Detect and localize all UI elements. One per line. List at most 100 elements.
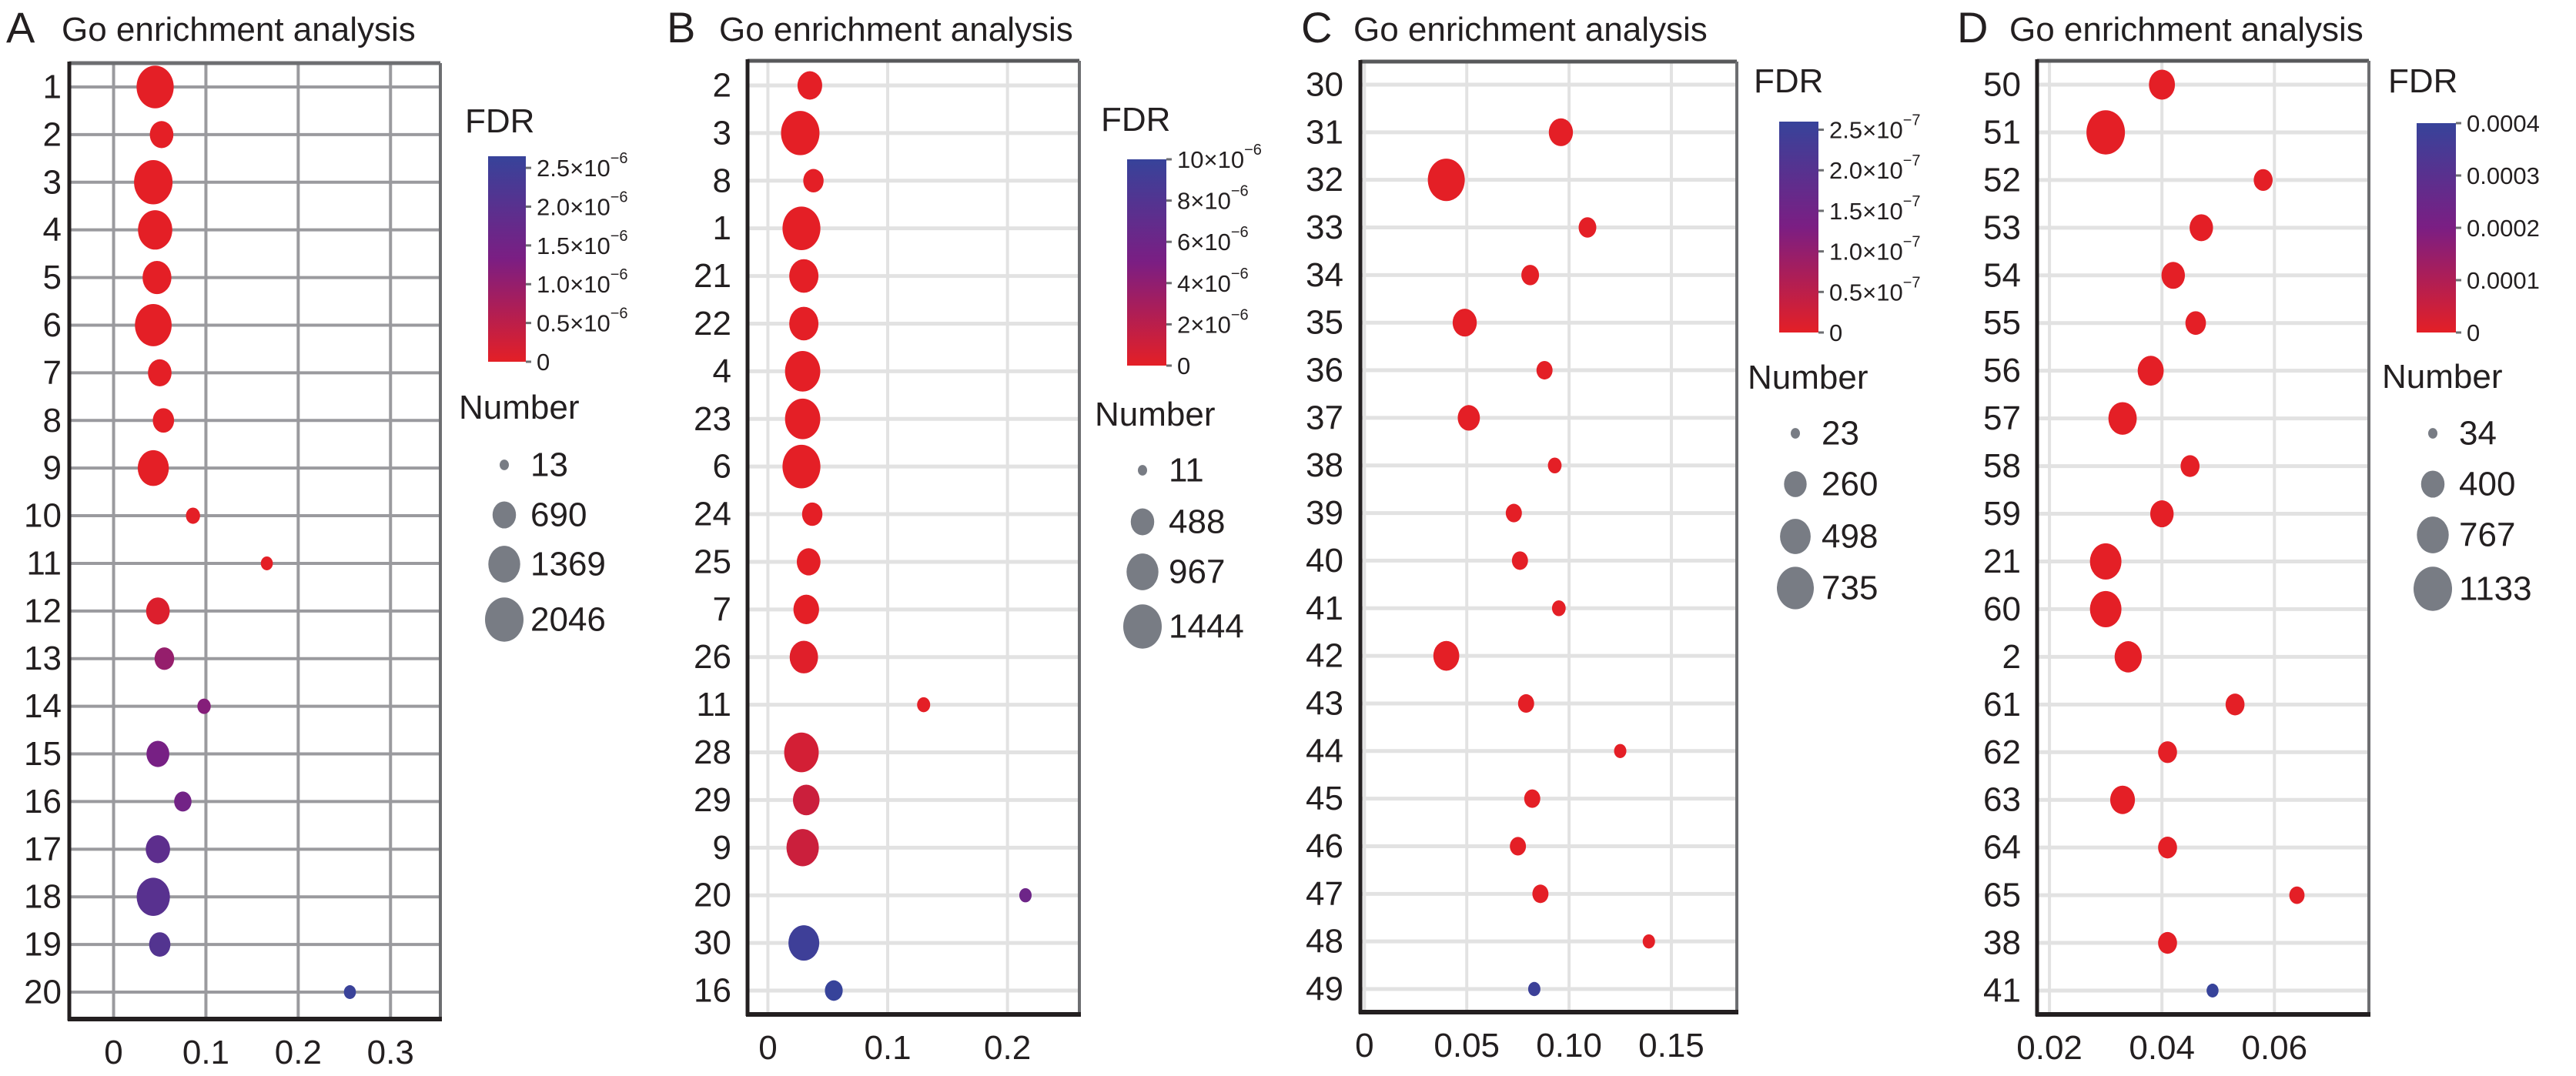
- data-point: [785, 398, 821, 439]
- size-legend-key: [1126, 553, 1159, 590]
- data-point: [2109, 785, 2136, 814]
- y-tick-label: 30: [694, 924, 731, 962]
- x-tick-label: 0.04: [2129, 1029, 2195, 1067]
- plot-area: [748, 61, 1079, 1014]
- size-legend-key: [492, 501, 517, 529]
- colorbar-tick-label: 2.0×10−7: [1829, 152, 1921, 184]
- x-tick-label: 0: [1355, 1027, 1373, 1064]
- data-point: [2253, 169, 2273, 192]
- colorbar-tick-label: 1.5×10−6: [537, 228, 628, 259]
- data-point: [825, 980, 843, 1001]
- panel-title: Go enrichment analysis: [1353, 11, 1708, 48]
- size-legend-label: 23: [1822, 415, 1859, 453]
- data-point: [2137, 356, 2164, 386]
- size-legend-key: [485, 597, 524, 642]
- data-point: [789, 259, 819, 293]
- colorbar-tick-label: 1.0×10−7: [1829, 234, 1921, 266]
- data-point: [1433, 640, 1460, 671]
- y-tick-label: 46: [1306, 827, 1343, 865]
- y-tick-label: 37: [1306, 399, 1343, 436]
- data-point: [2206, 984, 2219, 997]
- data-point: [1452, 309, 1477, 337]
- data-point: [134, 160, 173, 205]
- plot-area: [69, 63, 440, 1019]
- y-tick-label: 65: [1983, 877, 2021, 914]
- y-tick-label: 15: [24, 735, 62, 773]
- y-tick-label: 47: [1306, 875, 1343, 913]
- y-tick-label: 45: [1306, 780, 1343, 817]
- colorbar-tick-label: 0.5×10−6: [537, 306, 628, 337]
- number-legend-title: Number: [2382, 358, 2503, 396]
- data-point: [146, 835, 170, 864]
- x-tick-label: 0.1: [182, 1034, 229, 1071]
- fdr-colorbar: [1127, 159, 1166, 366]
- data-point: [1517, 693, 1534, 713]
- size-legend-label: 34: [2459, 415, 2497, 453]
- y-tick-label: 8: [713, 162, 731, 199]
- data-point: [343, 985, 356, 999]
- data-point: [785, 351, 821, 392]
- y-tick-label: 19: [24, 926, 62, 964]
- data-point: [1642, 934, 1655, 949]
- y-tick-label: 31: [1306, 113, 1343, 151]
- y-tick-label: 6: [713, 448, 731, 486]
- y-tick-label: 41: [1983, 972, 2021, 1010]
- size-legend-label: 400: [2459, 466, 2515, 503]
- y-tick-label: 49: [1306, 971, 1343, 1008]
- data-point: [2161, 262, 2186, 289]
- y-tick-label: 52: [1983, 161, 2021, 199]
- y-tick-label: 9: [713, 829, 731, 867]
- colorbar-tick-label: 0: [1829, 319, 1842, 346]
- x-tick-label: 0.10: [1536, 1027, 1602, 1064]
- y-tick-label: 59: [1983, 495, 2021, 533]
- y-tick-label: 41: [1306, 590, 1343, 627]
- panel-letter: B: [667, 3, 695, 52]
- y-tick-label: 32: [1306, 161, 1343, 199]
- x-tick-label: 0.1: [864, 1029, 911, 1067]
- data-point: [1527, 981, 1541, 997]
- number-legend: Number 13 690 1369 2046: [459, 389, 606, 642]
- x-tick-label: 0.2: [984, 1029, 1031, 1067]
- y-tick-label: 48: [1306, 923, 1343, 961]
- y-tick-label: 57: [1983, 399, 2021, 437]
- y-tick-label: 10: [24, 497, 62, 535]
- data-point: [801, 502, 823, 526]
- y-tick-label: 18: [24, 878, 62, 916]
- data-point: [1524, 789, 1541, 808]
- data-point: [1578, 217, 1597, 238]
- size-legend-key: [488, 546, 520, 583]
- y-tick-label: 1: [713, 209, 731, 247]
- data-point: [1427, 159, 1465, 202]
- size-legend-label: 498: [1822, 518, 1878, 556]
- y-tick-label: 1: [43, 69, 62, 106]
- panel-title: Go enrichment analysis: [62, 11, 416, 48]
- size-legend-label: 690: [530, 496, 587, 534]
- fdr-legend: FDR 0 2×10−6 4×10−6 6×10−6 8×10−6 10×10−6: [1101, 101, 1262, 379]
- size-legend-label: 488: [1169, 503, 1225, 541]
- colorbar-tick-label: 4×10−6: [1177, 266, 1249, 297]
- data-point: [2114, 641, 2143, 673]
- x-tick-label: 0: [104, 1034, 122, 1071]
- size-legend-label: 1369: [530, 546, 606, 583]
- size-legend-key: [1784, 471, 1807, 497]
- fdr-colorbar: [2417, 123, 2456, 332]
- y-tick-label: 56: [1983, 352, 2021, 389]
- data-point: [789, 306, 819, 341]
- colorbar-tick-label: 2.0×10−6: [537, 189, 628, 220]
- colorbar-tick-label: 2×10−6: [1177, 306, 1249, 338]
- size-legend-key: [1123, 604, 1162, 649]
- y-tick-label: 51: [1983, 113, 2021, 151]
- y-tick-label: 2: [713, 67, 731, 105]
- data-point: [152, 408, 175, 433]
- size-legend-label: 1133: [2459, 570, 2532, 608]
- colorbar-tick-label: 0.5×10−7: [1829, 274, 1921, 306]
- colorbar-tick-label: 2.5×10−7: [1829, 112, 1921, 144]
- y-tick-label: 11: [26, 544, 62, 582]
- size-legend-label: 260: [1822, 466, 1878, 503]
- colorbar-tick-label: 10×10−6: [1177, 142, 1262, 173]
- data-point: [2289, 886, 2305, 904]
- panel-letter: A: [6, 3, 35, 52]
- y-tick-label: 58: [1983, 447, 2021, 485]
- data-point: [2089, 590, 2122, 627]
